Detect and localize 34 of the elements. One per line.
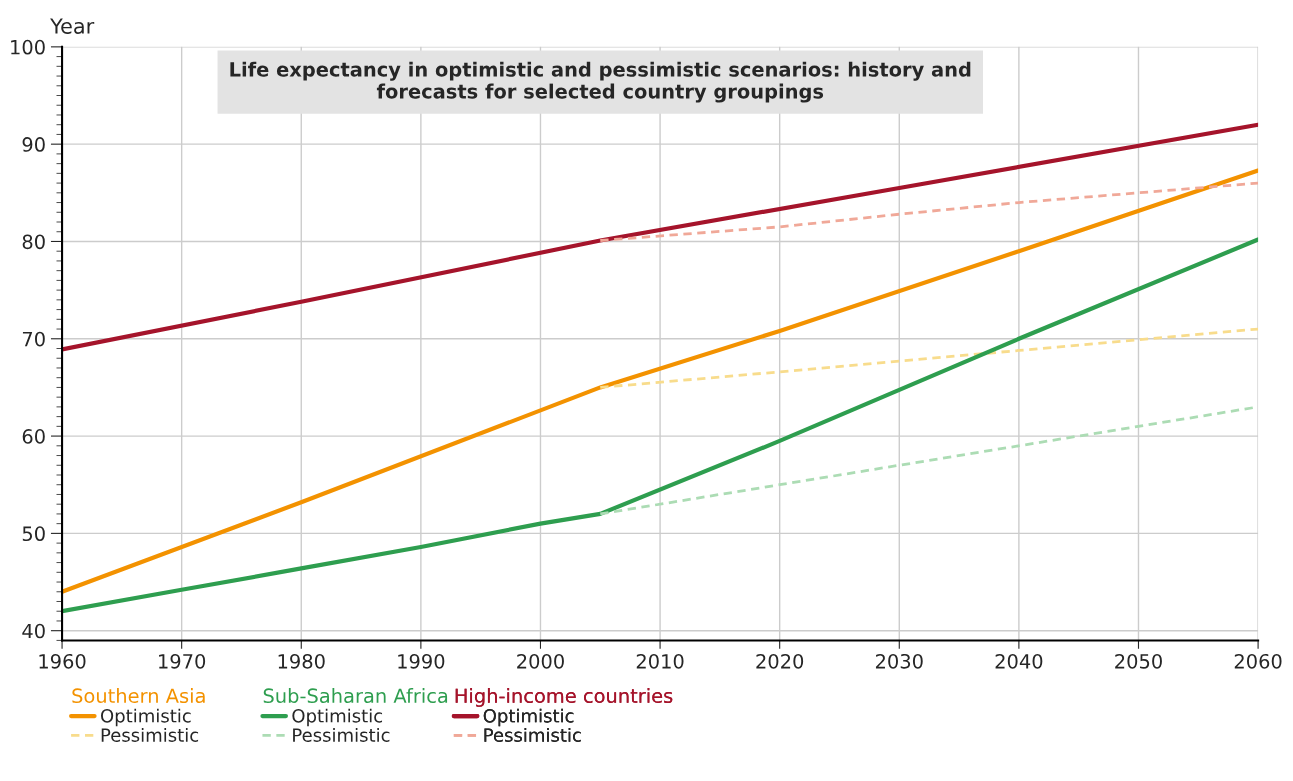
y-tick-label: 40 — [22, 623, 45, 639]
x-tick-label: 2000 — [517, 653, 564, 669]
line-series — [598, 327, 1259, 389]
x-tick-label: 2060 — [1234, 653, 1282, 669]
x-tick-label: 1960 — [39, 653, 86, 669]
legend-label: Pessimistic — [293, 727, 390, 742]
text: Life expectancy in optimistic and pessimistic scenarios: history and forecasts for selected country groupings — [230, 61, 971, 103]
y-axis-title: Year — [50, 18, 95, 34]
y-tick-label: 80 — [22, 234, 45, 250]
line-series — [62, 168, 1259, 594]
y-tick-label: 70 — [22, 331, 45, 347]
y-tick-label: 60 — [22, 429, 45, 444]
x-tick-label: 2020 — [756, 653, 804, 669]
legend-label: Pessimistic — [101, 727, 199, 742]
legend-label: Optimistic — [483, 708, 574, 727]
text: Southern Asia — [72, 688, 205, 704]
legend-label: Pessimistic — [484, 727, 581, 742]
legend-label: Optimistic — [100, 708, 191, 727]
line-series — [598, 181, 1259, 242]
x-tick-label: 1980 — [278, 653, 325, 669]
x-tick-label: 1970 — [159, 653, 206, 669]
line-series — [62, 237, 1259, 614]
y-tick-label: 90 — [22, 137, 45, 152]
text: High-income countries — [455, 688, 673, 707]
x-tick-label: 2050 — [1115, 653, 1162, 669]
x-tick-label: 2040 — [995, 653, 1043, 669]
x-tick-label: 2010 — [636, 653, 684, 669]
legend-label: Optimistic — [292, 708, 383, 727]
line-series — [62, 122, 1259, 352]
x-tick-label: 1990 — [398, 653, 445, 669]
y-tick-label: 50 — [22, 526, 45, 542]
text: Sub-Saharan Africa — [263, 688, 448, 704]
x-tick-label: 2030 — [875, 653, 923, 669]
y-tick-label: 100 — [11, 39, 45, 55]
